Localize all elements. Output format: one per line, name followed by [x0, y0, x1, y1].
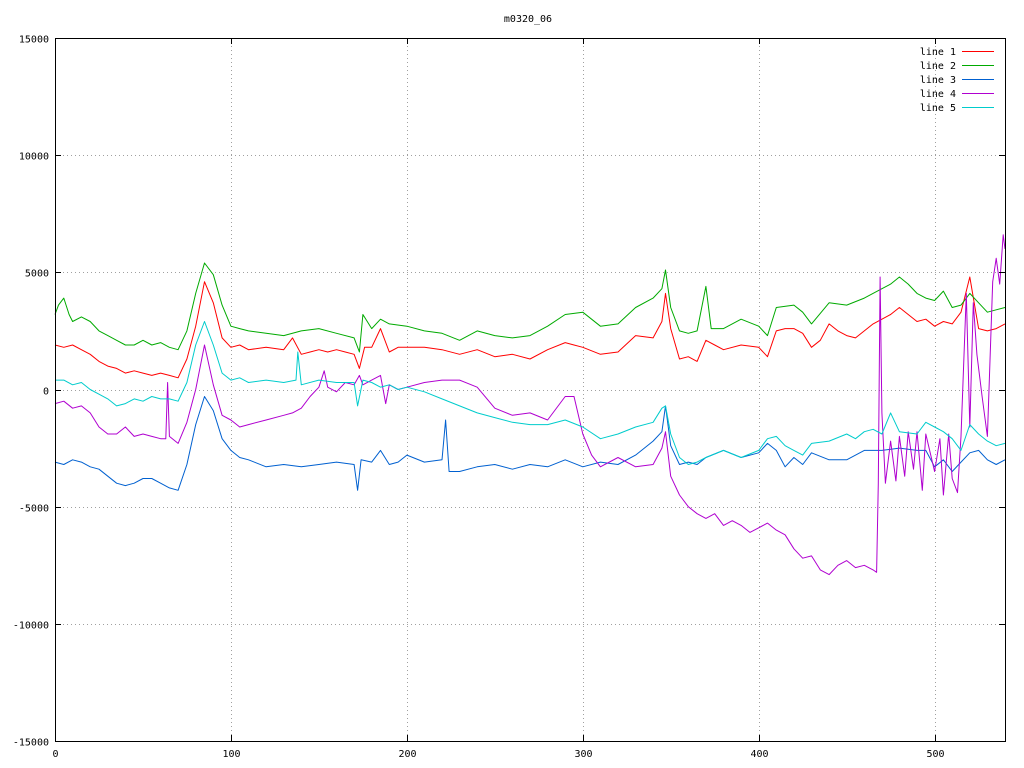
- grid-lines: [55, 38, 1005, 741]
- x-tick-label: 300: [574, 749, 592, 760]
- y-tick-label: -5000: [19, 504, 49, 515]
- x-tick-label: 0: [52, 749, 58, 760]
- chart-title: m0320_06: [504, 14, 552, 25]
- y-tick-label: -15000: [13, 738, 49, 749]
- y-tick-label: 10000: [19, 152, 49, 163]
- series-line-2: [54, 262, 1006, 353]
- series-line-3: [54, 396, 1006, 491]
- x-tick-label: 200: [398, 749, 416, 760]
- series-lines: [54, 234, 1006, 576]
- y-tick-label: 0: [43, 387, 49, 398]
- x-tick-label: 100: [222, 749, 240, 760]
- series-line-4: [54, 234, 1006, 576]
- axis-ticks: 0 100 200 300 400 500 15000 10000 5000 0 -5000 -100…: [13, 35, 1005, 760]
- legend-label-5: line 5: [920, 103, 956, 114]
- y-tick-label: -10000: [13, 621, 49, 632]
- x-tick-label: 400: [750, 749, 768, 760]
- legend-label-3: line 3: [920, 75, 956, 86]
- legend-label-2: line 2: [920, 61, 956, 72]
- x-tick-label: 500: [926, 749, 944, 760]
- legend-label-1: line 1: [920, 47, 956, 58]
- y-tick-label: 15000: [19, 35, 49, 46]
- series-line-5: [55, 321, 1006, 465]
- series-line-1: [54, 276, 1006, 379]
- y-tick-label: 5000: [25, 269, 49, 280]
- legend-label-4: line 4: [920, 89, 956, 100]
- legend: line 1 line 2 line 3 line 4 line 5: [920, 47, 994, 114]
